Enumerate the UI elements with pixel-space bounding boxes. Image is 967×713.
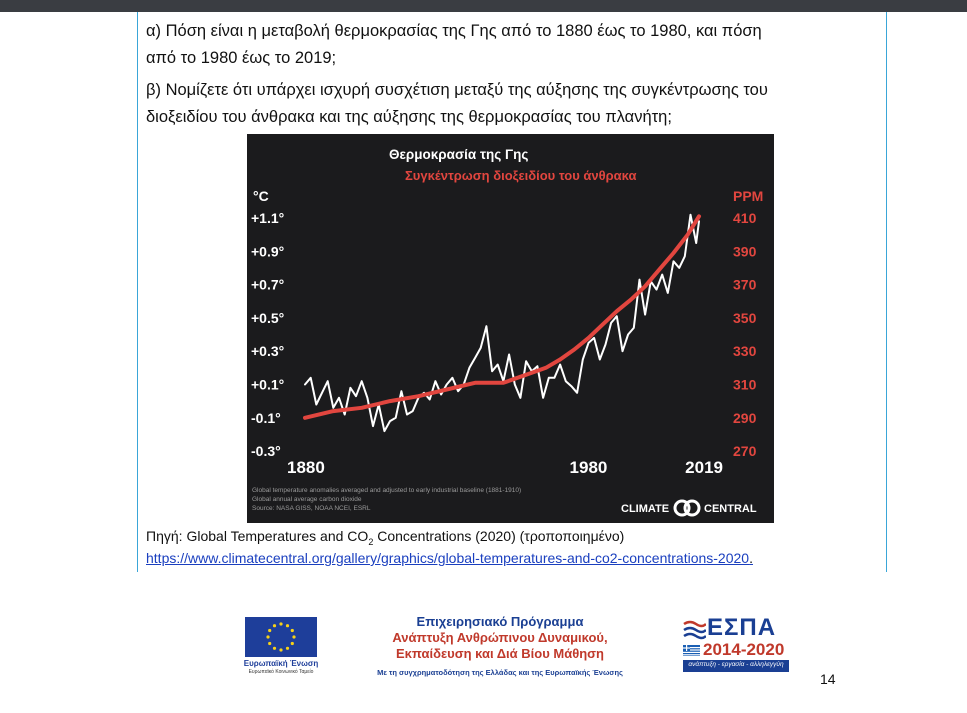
x-axis-label: 2019 <box>685 458 723 477</box>
program-line3: Εκπαίδευση και Διά Βίου Μάθηση <box>395 646 605 661</box>
chart-footnote-line2: Global annual average carbon dioxide <box>252 496 362 503</box>
brand-left-text: CLIMATE <box>621 503 669 515</box>
espa-title: ΕΣΠΑ <box>707 614 777 641</box>
eu-star-icon <box>279 648 283 652</box>
eu-star-icon <box>268 628 272 633</box>
left-tick-label: +0.3° <box>251 343 284 359</box>
right-axis-ticks: 410 390 370 350 330 310 290 270 <box>733 210 757 459</box>
chart-title: Θερμοκρασία της Γης <box>389 147 528 162</box>
program-block: Επιχειρησιακό Πρόγραμμα Ανάπτυξη Ανθρώπι… <box>350 614 650 677</box>
caption-subscript: 2 <box>368 536 374 547</box>
climate-chart: Θερμοκρασία της Γης Συγκέντρωση διοξειδί… <box>247 134 774 523</box>
left-tick-label: +0.1° <box>251 377 284 393</box>
right-tick-label: 290 <box>733 410 757 426</box>
caption-suffix: Concentrations (2020) (τροποποιημένο) <box>373 528 625 544</box>
eu-star-icon <box>290 628 294 633</box>
x-axis-label: 1880 <box>287 458 325 477</box>
right-tick-label: 390 <box>733 243 757 259</box>
program-line2: Ανάπτυξη Ανθρώπινου Δυναμικού, <box>392 630 608 645</box>
program-line1: Επιχειρησιακό Πρόγραμμα <box>416 614 584 629</box>
top-toolbar-strip <box>0 0 967 12</box>
temperature-series-line <box>304 213 700 433</box>
x-axis-label: 1980 <box>570 458 608 477</box>
question-a-line1: α) Πόση είναι η μεταβολή θερμοκρασίας τη… <box>146 22 762 40</box>
chart-footnote-line1: Global temperature anomalies averaged an… <box>252 487 521 494</box>
greek-flag-icon <box>683 645 700 656</box>
climate-central-logo-icon <box>673 499 701 517</box>
right-tick-label: 330 <box>733 343 757 359</box>
eu-star-icon <box>272 624 277 628</box>
espa-tagline: ανάπτυξη - εργασία - αλληλεγγύη <box>688 661 784 668</box>
left-tick-label: -0.1° <box>251 410 281 426</box>
eu-star-icon <box>268 641 272 646</box>
eu-label: Ευρωπαϊκή Ένωση <box>243 659 319 668</box>
espa-years: 2014-2020 <box>703 640 785 659</box>
right-tick-label: 350 <box>733 310 757 326</box>
climate-chart-svg: Θερμοκρασία της Γης Συγκέντρωση διοξειδί… <box>251 147 763 517</box>
content-frame <box>137 12 887 572</box>
question-b-line1: β) Νομίζετε ότι υπάρχει ισχυρή συσχέτιση… <box>146 81 768 99</box>
left-axis-unit: °C <box>253 188 269 204</box>
eu-star-icon <box>266 635 270 639</box>
right-tick-label: 410 <box>733 210 757 226</box>
eu-stars-icon <box>266 622 296 652</box>
left-tick-label: +1.1° <box>251 210 284 226</box>
espa-waves-icon <box>683 620 706 640</box>
right-axis-unit: PPM <box>733 188 763 204</box>
right-tick-label: 370 <box>733 277 757 293</box>
right-tick-label: 310 <box>733 377 757 393</box>
brand-right-text: CENTRAL <box>704 503 757 515</box>
left-tick-label: +0.9° <box>251 243 284 259</box>
co2-series-line <box>303 214 701 420</box>
left-tick-label: +0.7° <box>251 277 284 293</box>
eu-star-icon <box>279 622 283 626</box>
left-axis-ticks: +1.1° +0.9° +0.7° +0.5° +0.3° +0.1° -0.1° -0.3° <box>251 210 284 459</box>
left-tick-label: -0.3° <box>251 443 281 459</box>
chart-series-layer <box>303 213 701 433</box>
question-b-line2: διοξειδίου του άνθρακα και της αύξησης τ… <box>146 108 672 126</box>
eu-star-icon <box>285 624 290 628</box>
eu-star-icon <box>290 641 294 646</box>
chart-subtitle: Συγκέντρωση διοξειδίου του άνθρακα <box>405 168 637 183</box>
source-link-period: . <box>749 550 753 566</box>
source-link-line: https://www.climatecentral.org/gallery/g… <box>146 550 753 566</box>
eu-star-icon <box>292 635 296 639</box>
eu-star-icon <box>285 646 290 650</box>
eu-sublabel: Ευρωπαϊκό Κοινωνικό Ταμείο <box>248 669 314 675</box>
question-a-line2: από το 1980 έως το 2019; <box>146 49 337 67</box>
source-link[interactable]: https://www.climatecentral.org/gallery/g… <box>146 550 750 566</box>
eu-flag-icon <box>245 617 317 657</box>
eu-star-icon <box>272 646 277 650</box>
page-number: 14 <box>820 671 836 687</box>
figure-caption: Πηγή: Global Temperatures and CO2 Concen… <box>146 528 624 547</box>
x-axis-labels: 1880 1980 2019 <box>287 458 723 477</box>
caption-prefix: Πηγή: Global Temperatures and CO <box>146 528 369 544</box>
espa-tagline-bar <box>683 660 789 672</box>
left-tick-label: +0.5° <box>251 310 284 326</box>
chart-footnote-line3: Source: NASA GISS, NOAA NCEI, ESRL <box>252 505 371 512</box>
right-tick-label: 270 <box>733 443 757 459</box>
program-line4: Με τη συγχρηματοδότηση της Ελλάδας και τ… <box>377 668 623 677</box>
